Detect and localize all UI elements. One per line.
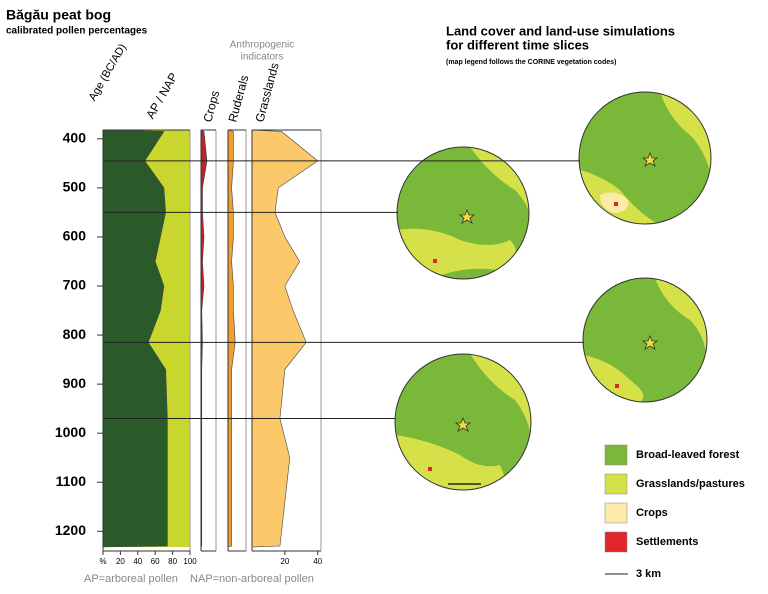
legend-label: Crops (636, 507, 668, 519)
x-tick-label: % (99, 557, 106, 566)
group-label: Anthropogenic (230, 40, 295, 51)
legend-swatch (604, 502, 628, 524)
note: AP=arboreal pollen (84, 573, 178, 585)
legend-label: Broad-leaved forest (636, 449, 740, 461)
title: Băgău peat bog (6, 7, 111, 23)
map (397, 147, 529, 279)
pollen-area (227, 129, 236, 548)
x-tick-label: 40 (313, 557, 322, 566)
subtitle: calibrated pollen percentages (6, 26, 148, 37)
pollen-area (251, 129, 319, 548)
x-tick-label: 20 (280, 557, 289, 566)
group-label: indicators (241, 52, 284, 63)
pollen-area (102, 129, 168, 548)
maps-subtitle: (map legend follows the CORINE vegetatio… (446, 59, 616, 66)
y-tick-label: 700 (63, 277, 87, 293)
legend-label: Grasslands/pastures (636, 478, 745, 490)
scale-label: 3 km (636, 568, 661, 580)
legend-swatch (604, 473, 628, 495)
legend-label: Settlements (636, 536, 698, 548)
maps-title: for different time slices (446, 37, 589, 52)
x-tick-label: 40 (133, 557, 142, 566)
pollen-area (200, 129, 208, 548)
note: NAP=non-arboreal pollen (190, 573, 314, 585)
y-tick-label: 600 (63, 228, 87, 244)
x-tick-label: 60 (151, 557, 160, 566)
x-tick-label: 20 (116, 557, 125, 566)
panel-label: Crops (200, 89, 222, 124)
y-tick-label: 800 (63, 326, 87, 342)
y-tick-label: 1200 (55, 522, 86, 538)
maps-title: Land cover and land-use simulations (446, 23, 675, 38)
panel-label: AP / NAP (143, 70, 180, 121)
map (395, 354, 531, 490)
panel-label: Ruderals (225, 74, 251, 124)
y-tick-label: 1100 (56, 473, 87, 489)
map-outline (578, 91, 712, 225)
legend-swatch (604, 444, 628, 466)
y-tick-label: 1000 (55, 424, 86, 440)
panel-label: Grasslands (252, 61, 281, 123)
y-tick-label: 900 (63, 375, 87, 391)
map-outline (394, 353, 532, 491)
map (579, 92, 711, 224)
x-tick-label: 100 (183, 557, 197, 566)
y-tick-label: 500 (63, 179, 87, 195)
map-outline (396, 146, 530, 280)
legend-swatch (604, 531, 628, 553)
x-tick-label: 80 (168, 557, 177, 566)
y-tick-label: 400 (63, 130, 87, 146)
map (583, 278, 707, 402)
y-axis-label: Age (BC/AD) (87, 42, 129, 103)
map-outline (582, 277, 708, 403)
